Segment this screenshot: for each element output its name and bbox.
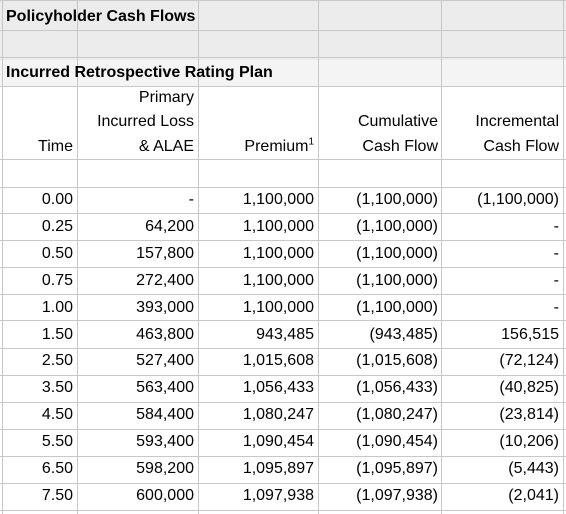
gridline-v xyxy=(441,0,442,514)
cell-time: 5.50 xyxy=(41,433,73,451)
cell-loss: 593,400 xyxy=(136,433,194,451)
cell-premium: 1,080,247 xyxy=(242,406,314,424)
gridline-h xyxy=(0,0,566,1)
cell-loss: - xyxy=(188,191,194,208)
gridline-h xyxy=(0,375,566,376)
gridline-h xyxy=(0,57,566,58)
cell-cumulative: (1,100,000) xyxy=(356,217,438,235)
cell-cumulative: (1,100,000) xyxy=(356,298,438,316)
gridline-h xyxy=(0,348,566,349)
sheet-title: Policyholder Cash Flows xyxy=(6,8,196,25)
cell-cumulative: (1,090,454) xyxy=(356,433,438,451)
cell-time: 1.50 xyxy=(41,325,73,343)
header-premium: Premium1 xyxy=(200,136,314,156)
section-band xyxy=(0,60,566,87)
header-loss-line2: Incurred Loss xyxy=(97,113,194,130)
cell-incremental: (10,206) xyxy=(499,433,559,451)
gridline-h xyxy=(0,159,566,160)
cell-incremental: (40,825) xyxy=(499,379,559,397)
cell-loss: 463,800 xyxy=(136,325,194,343)
cell-incremental: - xyxy=(553,244,559,262)
gridline-h xyxy=(0,187,566,188)
cell-cumulative: (1,100,000) xyxy=(356,271,438,289)
cell-time: 6.50 xyxy=(41,460,73,477)
gridline-h xyxy=(0,402,566,403)
gridline-h xyxy=(0,267,566,268)
gridline-h xyxy=(0,240,566,241)
header-loss-line1: Primary xyxy=(138,89,194,106)
cell-cumulative: (1,097,938) xyxy=(356,486,438,504)
cell-incremental: - xyxy=(553,298,559,316)
cell-premium: 1,100,000 xyxy=(242,191,314,208)
cell-premium: 1,015,608 xyxy=(242,352,314,370)
gridline-h xyxy=(0,456,566,457)
cell-incremental: - xyxy=(553,271,559,289)
cell-incremental: 156,515 xyxy=(501,325,559,343)
cell-time: 4.50 xyxy=(41,406,73,424)
section-title: Incurred Retrospective Rating Plan xyxy=(6,64,273,81)
cell-incremental: (72,124) xyxy=(499,352,559,370)
cell-loss: 584,400 xyxy=(136,406,194,424)
cell-cumulative: (1,095,897) xyxy=(356,460,438,477)
cell-premium: 1,100,000 xyxy=(242,298,314,316)
cell-time: 1.00 xyxy=(41,298,73,316)
cell-premium: 1,100,000 xyxy=(242,217,314,235)
cell-premium: 1,090,454 xyxy=(242,433,314,451)
cell-loss: 272,400 xyxy=(136,271,194,289)
cell-time: 0.00 xyxy=(41,191,73,208)
header-incremental-line2: Cash Flow xyxy=(483,138,559,155)
cell-premium: 1,100,000 xyxy=(242,271,314,289)
cell-cumulative: (1,015,608) xyxy=(356,352,438,370)
header-loss-line3: & ALAE xyxy=(138,138,194,155)
cell-cumulative: (1,100,000) xyxy=(356,191,438,208)
cell-premium: 1,097,938 xyxy=(242,486,314,504)
cell-time: 2.50 xyxy=(41,352,73,370)
header-cumulative-line1: Cumulative xyxy=(357,113,438,130)
gridline-h xyxy=(0,510,566,511)
header-time: Time xyxy=(38,138,73,155)
cell-premium: 1,056,433 xyxy=(242,379,314,397)
header-cumulative-line2: Cash Flow xyxy=(362,138,438,155)
cell-premium: 1,095,897 xyxy=(242,460,314,477)
cell-loss: 600,000 xyxy=(136,486,194,504)
cell-loss: 563,400 xyxy=(136,379,194,397)
gridline-h xyxy=(0,320,566,321)
cell-time: 0.75 xyxy=(41,271,73,289)
gridline-h xyxy=(0,213,566,214)
gridline-h xyxy=(0,294,566,295)
cell-incremental: (2,041) xyxy=(508,486,559,504)
gridline-v xyxy=(563,0,564,514)
cell-time: 0.25 xyxy=(41,217,73,235)
header-premium-label: Premium xyxy=(244,138,309,155)
cell-loss: 527,400 xyxy=(136,352,194,370)
cell-time: 7.50 xyxy=(41,486,73,504)
cell-time: 0.50 xyxy=(41,244,73,262)
gridline-h xyxy=(0,30,566,31)
cell-incremental: (1,100,000) xyxy=(477,191,559,208)
gridline-h xyxy=(0,429,566,430)
cell-cumulative: (943,485) xyxy=(369,325,439,343)
gridline-v xyxy=(198,0,199,514)
cell-loss: 393,000 xyxy=(136,298,194,316)
cell-time: 3.50 xyxy=(41,379,73,397)
premium-footnote-marker: 1 xyxy=(308,136,314,148)
gridline-h xyxy=(0,86,566,87)
cell-cumulative: (1,056,433) xyxy=(356,379,438,397)
cell-premium: 1,100,000 xyxy=(242,244,314,262)
gridline-v xyxy=(2,0,3,514)
cell-incremental: - xyxy=(553,217,559,235)
cell-incremental: (23,814) xyxy=(499,406,559,424)
cell-loss: 598,200 xyxy=(136,460,194,477)
cell-cumulative: (1,080,247) xyxy=(356,406,438,424)
cell-loss: 64,200 xyxy=(145,217,194,235)
cell-premium: 943,485 xyxy=(256,325,314,343)
cell-cumulative: (1,100,000) xyxy=(356,244,438,262)
cell-loss: 157,800 xyxy=(136,244,194,262)
gridline-v xyxy=(318,0,319,514)
gridline-v xyxy=(77,0,78,514)
gridline-h xyxy=(0,483,566,484)
header-incremental-line1: Incremental xyxy=(475,113,559,130)
cell-incremental: (5,443) xyxy=(508,460,559,477)
